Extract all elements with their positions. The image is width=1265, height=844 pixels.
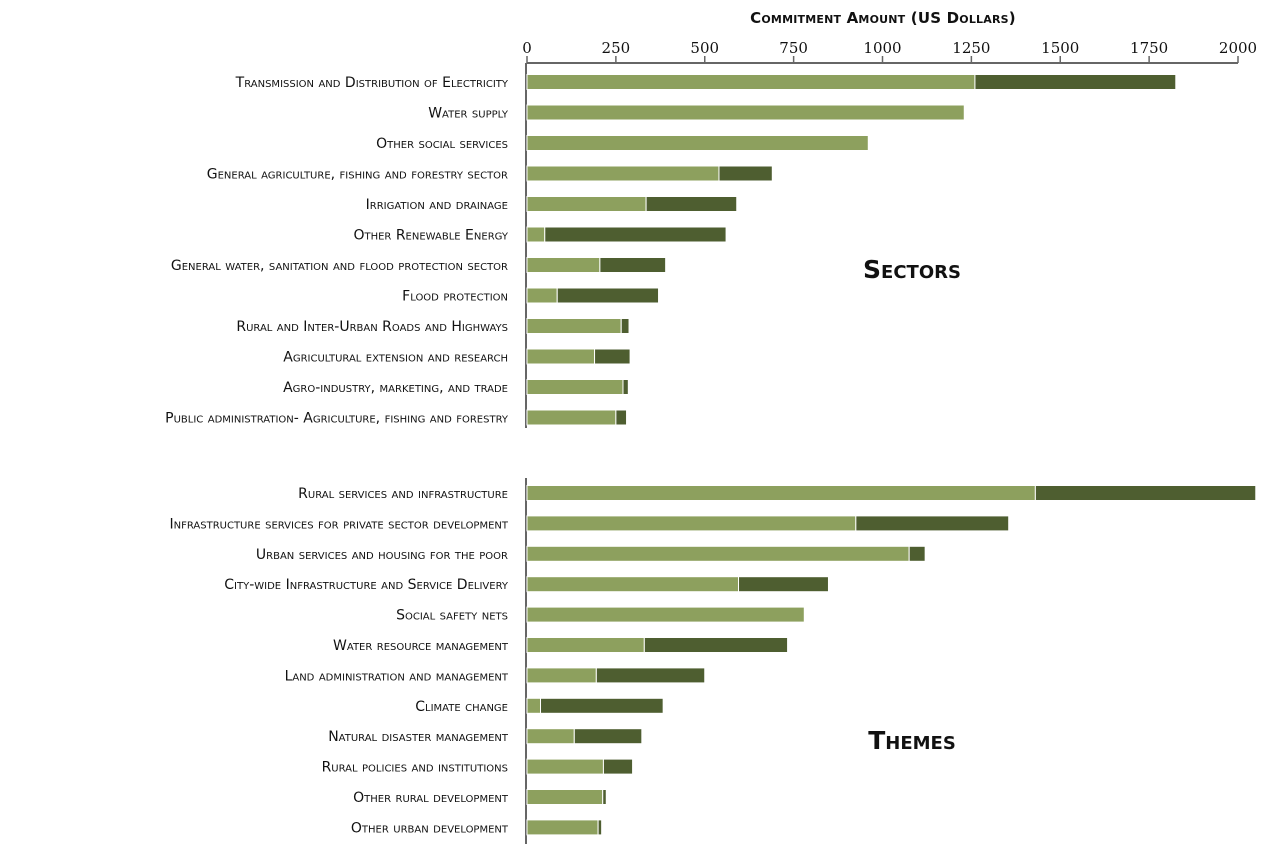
bar-segment-flood-protection-s1 — [526, 287, 558, 304]
category-label-other-renewable-energy: Other Renewable Energy — [353, 228, 508, 244]
category-label-other-rural-development: Other rural development — [353, 790, 509, 806]
sectors-panel: Sectors Transmission and Distribution of… — [165, 63, 1177, 428]
x-tick-label: 0 — [522, 39, 532, 57]
category-label-public-administration-agriculture-fishing-and-forestry: Public administration- Agriculture, fish… — [165, 411, 509, 427]
bar-segment-general-water-sanitation-and-flood-protection-sector-s1 — [526, 257, 601, 273]
bar-segment-other-rural-development-s1 — [526, 789, 604, 805]
bar-segment-land-administration-and-management-s1 — [526, 667, 597, 684]
category-label-natural-disaster-management: Natural disaster management — [328, 729, 509, 745]
category-label-other-social-services: Other social services — [376, 136, 508, 152]
bar-segment-climate-change-s1 — [526, 697, 542, 714]
x-tick-label: 1250 — [952, 39, 990, 57]
category-label-agricultural-extension-and-research: Agricultural extension and research — [283, 350, 508, 366]
bar-segment-irrigation-and-drainage-s2 — [645, 196, 738, 212]
bar-segment-agricultural-extension-and-research-s2 — [594, 348, 631, 365]
x-tick-label: 1750 — [1130, 39, 1168, 57]
category-label-water-supply: Water supply — [428, 106, 509, 122]
bar-segment-infrastructure-services-for-private-sector-development-s1 — [526, 515, 857, 532]
bar-segment-general-agriculture-fishing-and-forestry-sector-s1 — [526, 165, 720, 182]
category-label-climate-change: Climate change — [415, 699, 508, 715]
x-axis: 0 250 500 750 1000 1250 1500 1750 2000 — [522, 39, 1257, 64]
bar-segment-urban-services-and-housing-for-the-poor-s2 — [908, 545, 926, 562]
x-tick-label: 250 — [602, 39, 631, 57]
bar-segment-rural-policies-and-institutions-s1 — [526, 758, 604, 775]
bar-segment-rural-and-inter-urban-roads-and-highways-s1 — [526, 318, 622, 334]
bar-segment-natural-disaster-management-s1 — [526, 728, 575, 745]
bar-segment-climate-change-s2 — [540, 697, 664, 714]
bar-segment-agro-industry-marketing-and-trade-s1 — [526, 379, 624, 395]
bar-segment-other-rural-development-s2 — [602, 789, 607, 805]
bar-segment-natural-disaster-management-s2 — [573, 728, 643, 745]
bar-segment-social-safety-nets-s1 — [526, 606, 805, 623]
bar-segment-water-supply-s1 — [526, 104, 965, 121]
category-label-flood-protection: Flood protection — [402, 289, 508, 305]
category-label-city-wide-infrastructure-and-service-delivery: City-wide Infrastructure and Service Del… — [224, 577, 509, 593]
category-label-rural-and-inter-urban-roads-and-highways: Rural and Inter-Urban Roads and Highways — [236, 319, 508, 335]
bar-segment-infrastructure-services-for-private-sector-development-s2 — [855, 515, 1010, 532]
bar-segment-public-administration-agriculture-fishing-and-forestry-s2 — [615, 409, 628, 426]
bar-segment-other-renewable-energy-s2 — [544, 226, 727, 243]
category-label-irrigation-and-drainage: Irrigation and drainage — [366, 197, 508, 213]
sectors-panel-title: Sectors — [863, 255, 961, 284]
category-label-land-administration-and-management: Land administration and management — [285, 668, 509, 684]
category-label-social-safety-nets: Social safety nets — [396, 608, 508, 624]
bar-segment-agro-industry-marketing-and-trade-s2 — [622, 379, 629, 395]
bar-segment-agricultural-extension-and-research-s1 — [526, 348, 596, 365]
bar-segment-city-wide-infrastructure-and-service-delivery-s1 — [526, 576, 740, 593]
bar-segment-urban-services-and-housing-for-the-poor-s1 — [526, 545, 910, 562]
category-label-urban-services-and-housing-for-the-poor: Urban services and housing for the poor — [256, 547, 508, 563]
bar-segment-rural-policies-and-institutions-s2 — [602, 758, 634, 775]
category-label-water-resource-management: Water resource management — [333, 638, 509, 654]
bar-segment-land-administration-and-management-s2 — [595, 667, 706, 684]
themes-panel-title: Themes — [868, 726, 956, 755]
bar-segment-other-urban-development-s1 — [526, 819, 599, 836]
bar-segment-rural-services-and-infrastructure-s2 — [1034, 485, 1257, 501]
x-axis-title: Commitment Amount (US Dollars) — [750, 9, 1016, 27]
category-label-transmission-and-distribution-of-electricity: Transmission and Distribution of Electri… — [235, 75, 509, 91]
category-label-other-urban-development: Other urban development — [351, 820, 509, 836]
category-label-rural-policies-and-institutions: Rural policies and institutions — [322, 760, 508, 776]
category-label-infrastructure-services-for-private-sector-development: Infrastructure services for private sect… — [170, 516, 509, 532]
bar-segment-rural-services-and-infrastructure-s1 — [526, 485, 1036, 501]
bar-segment-transmission-and-distribution-of-electricity-s1 — [526, 74, 976, 90]
x-tick-label: 750 — [779, 39, 808, 57]
bar-segment-other-urban-development-s2 — [597, 819, 603, 836]
bar-segment-other-renewable-energy-s1 — [526, 226, 546, 243]
category-label-general-water-sanitation-and-flood-protection-sector: General water, sanitation and flood prot… — [171, 258, 508, 274]
bar-segment-city-wide-infrastructure-and-service-delivery-s2 — [738, 576, 829, 593]
bar-segment-rural-and-inter-urban-roads-and-highways-s2 — [620, 318, 630, 334]
bar-segment-transmission-and-distribution-of-electricity-s2 — [974, 74, 1177, 90]
x-tick-label: 2000 — [1219, 39, 1257, 57]
bar-segment-irrigation-and-drainage-s1 — [526, 196, 647, 212]
bar-segment-water-resource-management-s2 — [643, 637, 789, 653]
bar-segment-flood-protection-s2 — [556, 287, 660, 304]
x-tick-label: 500 — [690, 39, 719, 57]
bar-segment-general-water-sanitation-and-flood-protection-sector-s2 — [599, 257, 667, 273]
bar-segment-water-resource-management-s1 — [526, 637, 645, 653]
bar-segment-public-administration-agriculture-fishing-and-forestry-s1 — [526, 409, 617, 426]
themes-panel: Themes Rural services and infrastructure… — [170, 478, 1257, 844]
category-label-general-agriculture-fishing-and-forestry-sector: General agriculture, fishing and forestr… — [207, 167, 508, 183]
category-label-agro-industry-marketing-and-trade: Agro-industry, marketing, and trade — [283, 380, 508, 396]
bar-segment-general-agriculture-fishing-and-forestry-sector-s2 — [718, 165, 773, 182]
bar-segment-other-social-services-s1 — [526, 135, 869, 151]
x-tick-label: 1000 — [863, 39, 901, 57]
x-tick-label: 1500 — [1041, 39, 1079, 57]
category-label-rural-services-and-infrastructure: Rural services and infrastructure — [298, 486, 508, 502]
